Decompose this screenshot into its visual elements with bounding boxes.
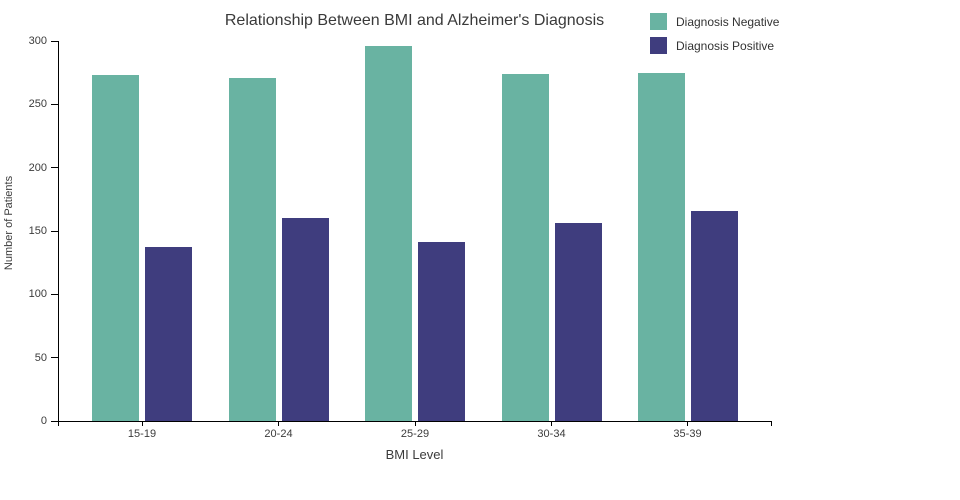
legend-item-negative: Diagnosis Negative bbox=[650, 13, 779, 30]
bar-positive-20-24 bbox=[281, 218, 329, 421]
y-tick-label-200: 200 bbox=[28, 161, 47, 174]
y-tick-300 bbox=[51, 40, 58, 42]
legend-item-positive: Diagnosis Positive bbox=[650, 37, 779, 54]
x-tick-25-29 bbox=[414, 421, 416, 426]
legend-swatch-negative bbox=[650, 13, 667, 30]
x-tick-30-34 bbox=[551, 421, 552, 426]
bar-negative-20-24 bbox=[228, 77, 276, 421]
x-tick-15-19 bbox=[141, 421, 143, 426]
x-axis-title: BMI Level bbox=[385, 447, 444, 462]
y-tick-label-250: 250 bbox=[28, 98, 47, 111]
y-axis-line bbox=[57, 41, 59, 421]
x-tick-35-39 bbox=[687, 421, 688, 426]
bar-positive-15-19 bbox=[145, 247, 192, 421]
bar-positive-30-34 bbox=[554, 223, 602, 421]
bar-positive-35-39 bbox=[690, 210, 738, 421]
legend-label-negative: Diagnosis Negative bbox=[676, 14, 780, 29]
x-tick-label-25-29: 25-29 bbox=[400, 428, 430, 440]
x-axis-end-tick-right bbox=[770, 421, 772, 426]
y-tick-label-150: 150 bbox=[28, 225, 47, 237]
x-tick-label-20-24: 20-24 bbox=[264, 428, 293, 440]
bar-negative-35-39 bbox=[637, 72, 685, 421]
y-tick-label-50: 50 bbox=[34, 351, 47, 364]
bar-positive-25-29 bbox=[418, 242, 465, 421]
x-tick-label-35-39: 35-39 bbox=[673, 428, 702, 440]
x-axis-end-tick-left bbox=[57, 421, 59, 426]
y-tick-label-100: 100 bbox=[28, 288, 47, 301]
bar-negative-25-29 bbox=[365, 46, 412, 421]
legend-label-positive: Diagnosis Positive bbox=[676, 38, 775, 53]
y-tick-250 bbox=[51, 103, 58, 105]
x-tick-label-30-34: 30-34 bbox=[537, 428, 566, 440]
y-tick-150 bbox=[51, 230, 58, 232]
y-tick-50 bbox=[51, 357, 58, 359]
legend: Diagnosis Negative Diagnosis Positive bbox=[650, 13, 779, 54]
y-tick-label-300: 300 bbox=[28, 35, 47, 47]
bar-negative-30-34 bbox=[501, 73, 549, 421]
y-tick-0 bbox=[51, 420, 58, 422]
legend-swatch-positive bbox=[650, 37, 667, 54]
y-tick-100 bbox=[51, 293, 58, 295]
chart-title: Relationship Between BMI and Alzheimer's… bbox=[224, 12, 605, 29]
y-axis-title: Number of Patients bbox=[3, 175, 15, 271]
bar-negative-15-19 bbox=[92, 75, 139, 421]
y-tick-200 bbox=[51, 167, 58, 169]
y-tick-label-0: 0 bbox=[40, 415, 47, 427]
x-tick-label-15-19: 15-19 bbox=[127, 428, 157, 440]
x-tick-20-24 bbox=[278, 421, 279, 426]
